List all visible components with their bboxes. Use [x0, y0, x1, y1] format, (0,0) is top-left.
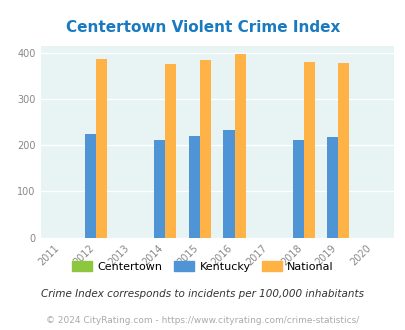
- Bar: [85, 134, 96, 238]
- Bar: [188, 136, 199, 238]
- Bar: [234, 54, 245, 238]
- Bar: [338, 63, 349, 238]
- Text: Centertown Violent Crime Index: Centertown Violent Crime Index: [66, 20, 339, 35]
- Bar: [292, 140, 303, 238]
- Bar: [96, 59, 107, 238]
- Text: Crime Index corresponds to incidents per 100,000 inhabitants: Crime Index corresponds to incidents per…: [41, 289, 364, 299]
- Bar: [223, 130, 234, 238]
- Bar: [199, 60, 211, 238]
- Text: © 2024 CityRating.com - https://www.cityrating.com/crime-statistics/: © 2024 CityRating.com - https://www.city…: [46, 315, 359, 325]
- Bar: [326, 137, 338, 238]
- Bar: [303, 62, 314, 238]
- Bar: [165, 64, 176, 238]
- Legend: Centertown, Kentucky, National: Centertown, Kentucky, National: [68, 256, 337, 276]
- Bar: [154, 140, 165, 238]
